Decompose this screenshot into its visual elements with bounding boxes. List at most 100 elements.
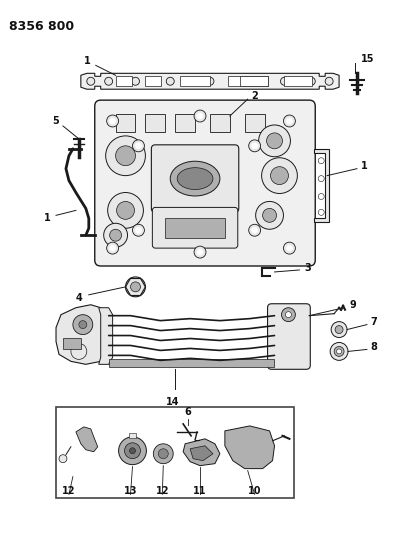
Circle shape (261, 158, 297, 193)
Bar (108, 359, 273, 367)
Circle shape (317, 158, 324, 164)
Circle shape (283, 242, 294, 254)
Circle shape (124, 443, 140, 459)
Polygon shape (190, 446, 212, 461)
Circle shape (158, 449, 168, 459)
FancyBboxPatch shape (267, 304, 310, 369)
Bar (284, 76, 312, 86)
Circle shape (115, 146, 135, 166)
Bar (115, 114, 135, 132)
Circle shape (286, 245, 292, 251)
Circle shape (281, 308, 294, 321)
Text: 4: 4 (76, 293, 83, 303)
Circle shape (333, 346, 343, 357)
Polygon shape (313, 149, 328, 222)
Circle shape (205, 77, 213, 85)
Circle shape (132, 224, 144, 236)
Circle shape (71, 343, 87, 359)
Circle shape (266, 133, 282, 149)
Text: 15: 15 (360, 54, 373, 64)
Circle shape (324, 77, 333, 85)
Circle shape (329, 343, 347, 360)
Bar (209, 114, 229, 132)
Circle shape (283, 115, 294, 127)
Polygon shape (224, 426, 274, 469)
Text: 11: 11 (193, 487, 206, 496)
Polygon shape (183, 439, 219, 466)
FancyBboxPatch shape (152, 207, 237, 248)
Circle shape (285, 312, 291, 318)
Circle shape (336, 349, 341, 354)
Circle shape (153, 444, 173, 464)
Circle shape (106, 242, 118, 254)
Text: 1: 1 (84, 56, 90, 67)
Circle shape (258, 125, 290, 157)
Circle shape (248, 224, 260, 236)
Circle shape (130, 282, 140, 292)
Bar (239, 76, 267, 86)
Circle shape (317, 209, 324, 215)
Circle shape (251, 143, 257, 149)
Circle shape (280, 77, 288, 85)
Circle shape (131, 77, 139, 85)
Text: 12: 12 (155, 487, 169, 496)
Circle shape (73, 314, 92, 335)
Circle shape (79, 321, 87, 328)
Polygon shape (99, 308, 112, 365)
Text: 5: 5 (52, 116, 59, 126)
FancyBboxPatch shape (94, 100, 315, 266)
Polygon shape (81, 74, 338, 89)
Polygon shape (76, 427, 97, 452)
Text: 7: 7 (370, 317, 377, 327)
Circle shape (87, 77, 94, 85)
Text: 2: 2 (251, 91, 258, 101)
Bar (145, 114, 165, 132)
Bar (244, 114, 264, 132)
Circle shape (135, 143, 141, 149)
FancyBboxPatch shape (151, 145, 238, 212)
Circle shape (255, 201, 283, 229)
Bar (128, 433, 136, 438)
Bar (63, 337, 81, 350)
Circle shape (330, 321, 346, 337)
Text: 8: 8 (370, 342, 377, 352)
Circle shape (270, 167, 288, 184)
Bar (115, 76, 131, 86)
Bar (227, 76, 267, 86)
Text: 8356 800: 8356 800 (9, 20, 74, 33)
Circle shape (197, 249, 202, 255)
Ellipse shape (170, 161, 219, 196)
Bar (175, 114, 195, 132)
Bar (165, 219, 224, 238)
Text: 10: 10 (247, 487, 261, 496)
Bar (180, 76, 209, 86)
Circle shape (135, 227, 141, 233)
Circle shape (116, 201, 134, 219)
Circle shape (166, 77, 174, 85)
Text: 14: 14 (165, 397, 179, 407)
Polygon shape (56, 305, 106, 365)
Text: 1: 1 (360, 160, 367, 171)
Ellipse shape (177, 168, 212, 190)
Circle shape (197, 113, 202, 119)
Text: 12: 12 (62, 487, 76, 496)
Circle shape (106, 115, 118, 127)
Text: 9: 9 (348, 300, 355, 310)
Circle shape (108, 192, 143, 228)
Circle shape (251, 227, 257, 233)
Circle shape (118, 437, 146, 465)
Circle shape (129, 448, 135, 454)
Text: 1: 1 (44, 213, 51, 223)
Circle shape (103, 223, 127, 247)
Circle shape (106, 136, 145, 175)
Circle shape (262, 208, 276, 222)
Circle shape (334, 326, 342, 334)
Circle shape (193, 110, 205, 122)
Text: 6: 6 (184, 407, 191, 417)
Bar (145, 76, 161, 86)
Circle shape (248, 140, 260, 152)
Circle shape (317, 175, 324, 182)
Text: 13: 13 (124, 487, 137, 496)
Circle shape (104, 77, 112, 85)
Text: 3: 3 (303, 263, 310, 273)
